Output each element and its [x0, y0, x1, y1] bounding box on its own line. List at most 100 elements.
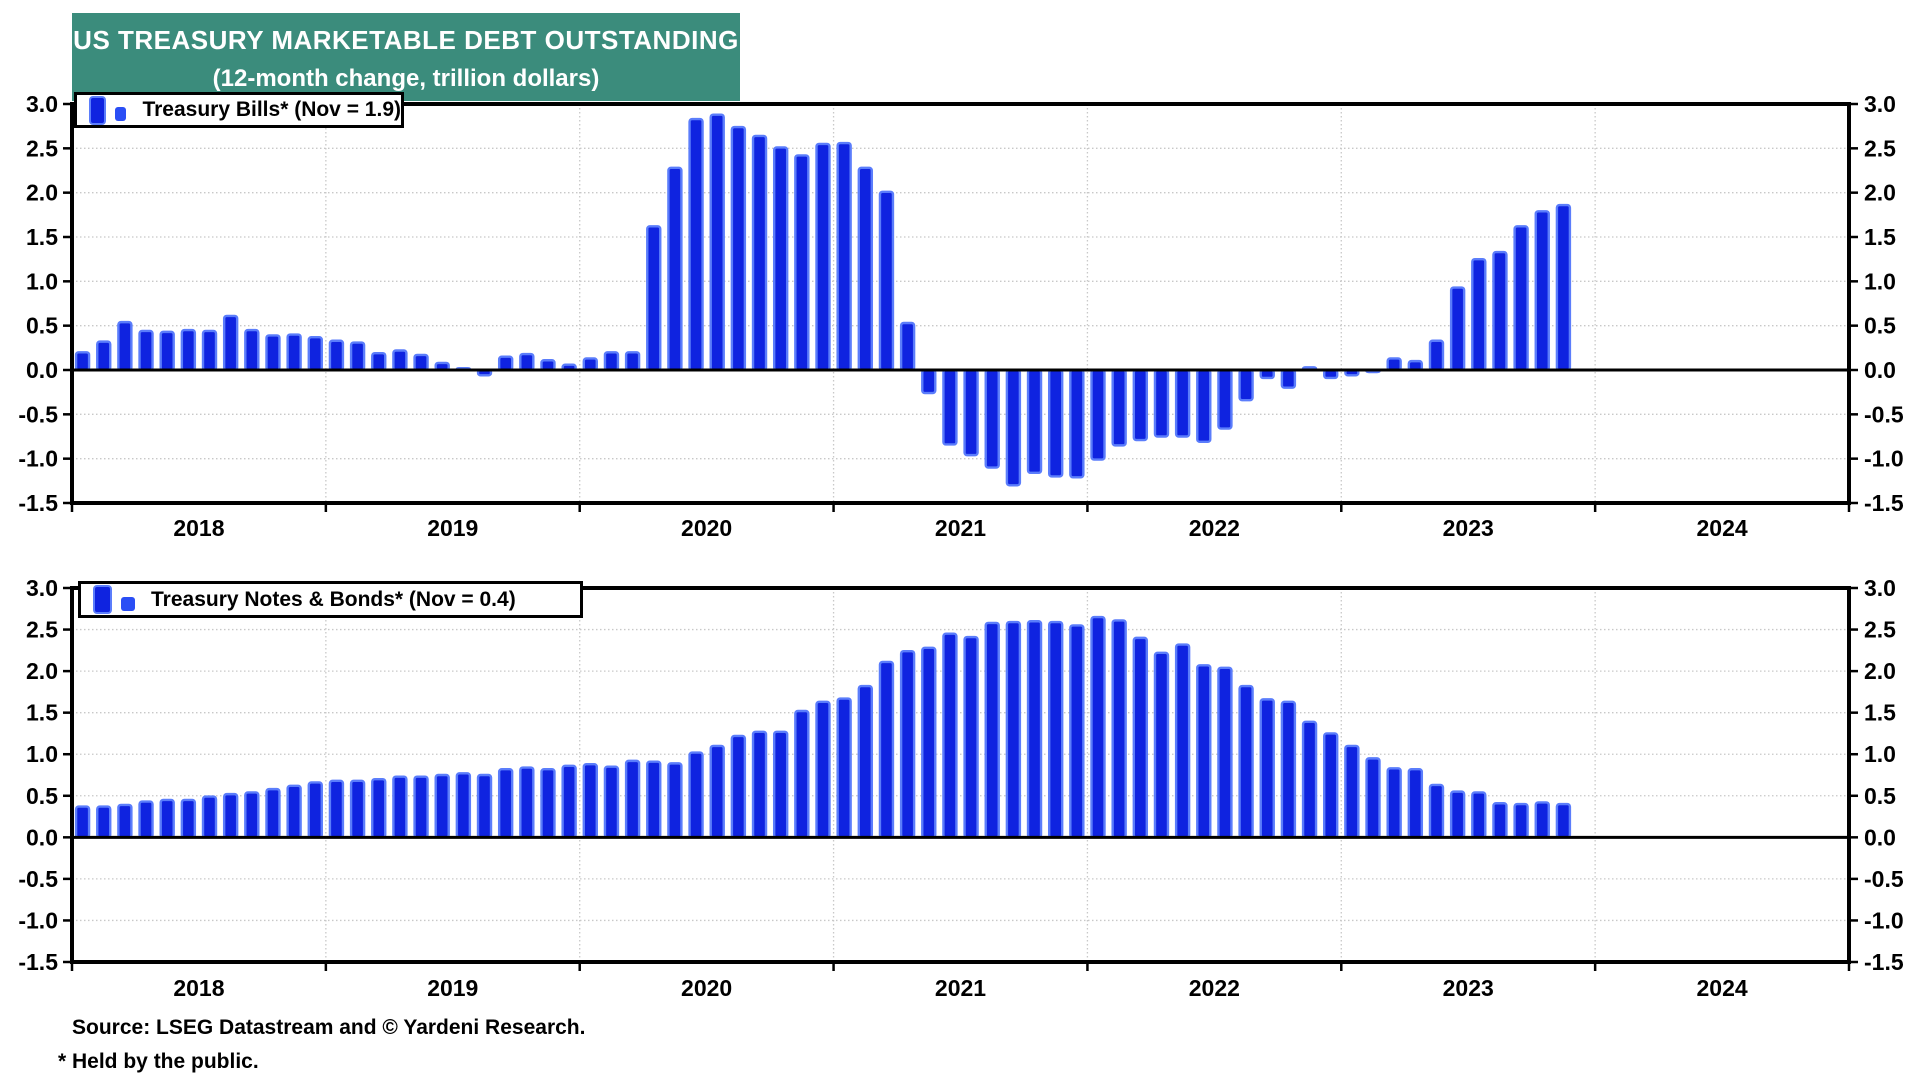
bills-year-label: 2020 — [681, 515, 732, 541]
bills-bar — [138, 329, 154, 372]
bar-short-icon — [121, 596, 135, 611]
bills-bar — [688, 117, 704, 372]
notes-bar — [1386, 767, 1402, 839]
bills-bar — [1196, 368, 1212, 444]
notes-ytick-label-left: -1.0 — [18, 907, 58, 933]
notes-bar — [603, 765, 620, 839]
notes-bar — [899, 649, 916, 839]
bills-year-label: 2019 — [427, 515, 478, 541]
bills-bar — [1090, 368, 1106, 461]
notes-bar — [244, 791, 260, 839]
notes-bar — [1280, 700, 1297, 839]
bills-bar — [1069, 368, 1085, 479]
notes-ytick-label-left: 2.0 — [26, 658, 58, 684]
bills-bar — [1555, 203, 1572, 372]
notes-bar — [476, 773, 493, 839]
bar-tall-icon — [89, 95, 106, 125]
notes-bar — [984, 621, 1000, 839]
notes-bar — [772, 730, 789, 839]
notes-bar — [1005, 620, 1022, 839]
notes-bar — [1492, 802, 1508, 839]
bills-bar — [646, 225, 662, 372]
bills-bar — [1132, 368, 1149, 442]
notes-year-label: 2019 — [427, 975, 478, 1001]
bills-bar — [392, 349, 408, 372]
bills-year-label: 2021 — [935, 515, 986, 541]
bills-bar — [624, 351, 641, 372]
legend-treasury-bills: Treasury Bills* (Nov = 1.9) — [74, 92, 404, 128]
notes-bar — [1111, 619, 1127, 839]
bills-bar — [1280, 368, 1297, 389]
title-banner: US TREASURY MARKETABLE DEBT OUTSTANDING … — [72, 13, 740, 101]
notes-ytick-label-right: 0.5 — [1864, 783, 1896, 809]
notes-bar — [392, 775, 408, 839]
notes-bar — [1153, 651, 1170, 839]
bills-ytick-label-left: 3.0 — [26, 91, 58, 117]
notes-bar — [180, 798, 197, 839]
notes-bar — [1471, 791, 1487, 839]
bills-bar — [413, 353, 429, 372]
bills-bar — [159, 330, 175, 372]
bills-bar — [1428, 339, 1445, 372]
bills-plot-frame — [70, 102, 1851, 505]
bills-ytick-label-right: -0.5 — [1864, 401, 1904, 427]
bills-ytick-label-left: 0.0 — [26, 357, 58, 383]
footnote: * Held by the public. — [58, 1050, 259, 1073]
source-credit: Source: LSEG Datastream and © Yardeni Re… — [72, 1016, 586, 1039]
bills-bar — [222, 314, 239, 372]
bills-ytick-label-right: 0.0 — [1864, 357, 1896, 383]
notes-ytick-label-right: 1.5 — [1864, 700, 1896, 726]
bills-ytick-label-right: 2.5 — [1864, 135, 1896, 161]
bills-bar — [265, 334, 281, 372]
bills-ytick-label-right: -1.0 — [1864, 446, 1904, 472]
notes-bar — [497, 767, 514, 839]
notes-bar — [455, 772, 472, 839]
notes-bar — [646, 760, 662, 839]
bills-bar — [1386, 357, 1402, 372]
bills-bar — [349, 341, 366, 372]
notes-year-label: 2023 — [1443, 975, 1494, 1001]
notes-ytick-label-right: 1.0 — [1864, 741, 1896, 767]
bills-bar — [582, 357, 598, 372]
notes-ytick-label-left: 0.0 — [26, 824, 58, 850]
bills-bar — [1238, 368, 1254, 402]
notes-bar — [519, 766, 535, 839]
notes-bar — [857, 684, 874, 839]
bills-year-label: 2024 — [1696, 515, 1747, 541]
notes-ytick-label-left: 2.5 — [26, 617, 58, 643]
notes-ytick-label-left: -0.5 — [18, 866, 58, 892]
notes-bar — [1301, 720, 1318, 839]
notes-bar — [942, 632, 958, 839]
bills-ytick-label-right: -1.5 — [1864, 490, 1904, 516]
notes-bar — [201, 795, 218, 839]
bills-bar — [328, 339, 345, 372]
notes-ytick-label-left: 1.5 — [26, 700, 58, 726]
notes-ytick-label-right: -1.5 — [1864, 949, 1904, 975]
legend-label-notes-bonds: Treasury Notes & Bonds* (Nov = 0.4) — [151, 587, 516, 611]
bills-bar — [836, 141, 852, 372]
bills-year-label: 2023 — [1443, 515, 1494, 541]
notes-plot-frame — [70, 586, 1851, 964]
bills-ytick-label-right: 1.0 — [1864, 268, 1896, 294]
notes-year-label: 2020 — [681, 975, 732, 1001]
bills-bar — [984, 368, 1000, 469]
bills-bar — [1534, 210, 1550, 372]
bills-ytick-label-left: 2.0 — [26, 180, 58, 206]
bills-bar — [1449, 286, 1466, 372]
legend-treasury-notes-bonds: Treasury Notes & Bonds* (Nov = 0.4) — [78, 581, 583, 618]
notes-bar — [138, 800, 154, 839]
notes-bar — [1132, 636, 1149, 839]
bills-ytick-label-left: 0.5 — [26, 313, 58, 339]
bar-short-icon — [114, 107, 127, 121]
notes-bar — [1026, 620, 1043, 839]
notes-bar — [413, 775, 429, 839]
notes-bar — [1238, 684, 1254, 839]
bills-bar — [878, 190, 895, 372]
notes-bar — [815, 700, 831, 839]
notes-year-label: 2018 — [173, 975, 224, 1001]
notes-bar — [349, 779, 366, 839]
notes-bar — [328, 779, 345, 839]
notes-bar — [1323, 732, 1339, 839]
bills-bar — [371, 351, 387, 372]
